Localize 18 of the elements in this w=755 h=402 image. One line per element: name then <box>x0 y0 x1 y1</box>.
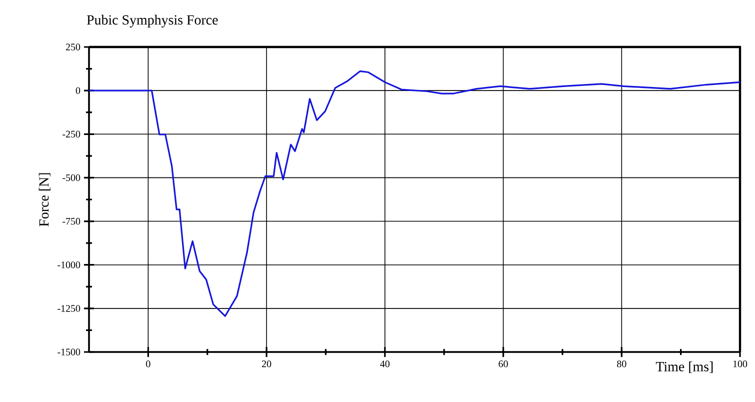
y-tick-label: -750 <box>62 218 80 225</box>
y-tick-label: 250 <box>66 44 80 50</box>
x-tick-label: 0 <box>146 360 150 368</box>
y-tick-label: -250 <box>62 130 80 138</box>
x-tick-label: 80 <box>617 360 626 368</box>
y-tick-label: -1250 <box>58 305 80 312</box>
y-tick-label: 0 <box>76 87 80 94</box>
y-tick-label: -1000 <box>58 261 80 268</box>
y-tick-label: -500 <box>62 174 80 182</box>
x-tick-label: 40 <box>380 360 390 368</box>
y-tick-label: -1500 <box>58 348 80 356</box>
chart-title: Pubic Symphysis Force <box>86 14 218 28</box>
x-tick-label: 60 <box>498 360 508 368</box>
y-axis-title: Force [N] <box>38 173 50 226</box>
x-tick-label: 100 <box>733 360 748 368</box>
x-tick-label: 20 <box>262 360 272 368</box>
x-axis-title: Time [ms] <box>656 362 713 374</box>
line-series <box>88 70 741 317</box>
